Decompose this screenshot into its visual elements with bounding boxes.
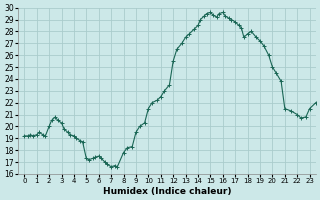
X-axis label: Humidex (Indice chaleur): Humidex (Indice chaleur) <box>103 187 231 196</box>
